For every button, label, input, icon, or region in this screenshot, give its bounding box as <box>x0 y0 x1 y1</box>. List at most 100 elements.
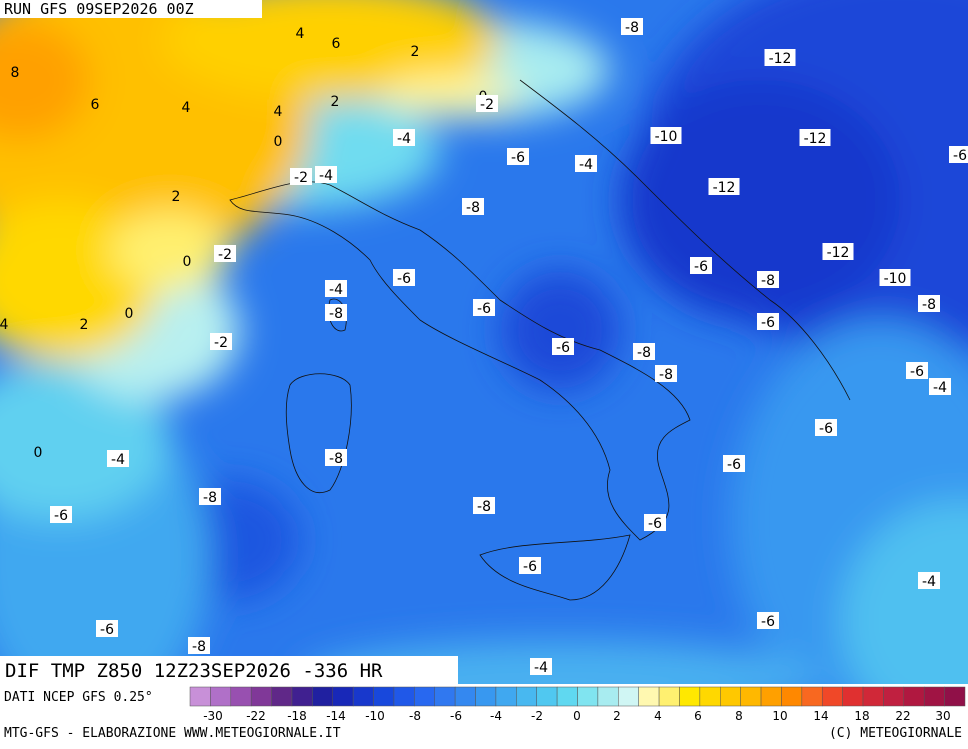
contour-label-box <box>918 572 940 589</box>
colorbar-swatch <box>495 686 517 707</box>
colorbar-swatch <box>332 686 354 707</box>
contour-label-box <box>815 419 837 436</box>
contour-label-box <box>822 243 854 260</box>
credit-label: MTG-GFS - ELABORAZIONE WWW.METEOGIORNALE… <box>4 726 341 741</box>
contour-label-box <box>949 146 968 163</box>
colorbar: -30 -22 -18 -14 -10 -8 -6 -4 -2 0 2 4 6 8 10 14 18 22 30 <box>189 686 966 723</box>
contour-label: -6 <box>761 315 775 331</box>
contour-label-box <box>918 295 940 312</box>
contour-label-box <box>473 299 495 316</box>
colorbar-swatch <box>189 686 211 707</box>
contour-label-box <box>799 129 831 146</box>
contour-label: -2 <box>218 247 232 263</box>
contour-label: -8 <box>625 20 639 36</box>
contour-label: -8 <box>637 345 651 361</box>
contour-label-box <box>473 497 495 514</box>
contour-label: 2 <box>172 189 181 205</box>
contour-label-box <box>290 168 312 185</box>
colorbar-tick-label: 0 <box>573 709 581 723</box>
colorbar-swatch <box>312 686 334 707</box>
colorbar-swatch <box>352 686 374 707</box>
contour-label-box <box>507 148 529 165</box>
colorbar-tick-label: 30 <box>935 709 950 723</box>
contour-label-box <box>757 271 779 288</box>
colorbar-swatch <box>577 686 599 707</box>
contour-label-box <box>764 49 796 66</box>
contour-label: -4 <box>111 452 125 468</box>
colorbar-tick-label: -30 <box>203 709 223 723</box>
contour-label-box <box>199 488 221 505</box>
colorbar-tick-label: -6 <box>450 709 462 723</box>
colorbar-swatch <box>821 686 843 707</box>
contour-label-box <box>906 362 928 379</box>
contour-label: -8 <box>466 200 480 216</box>
contour-label-box <box>621 18 643 35</box>
colorbar-swatch <box>475 686 497 707</box>
contour-label-box <box>519 557 541 574</box>
contour-label: -6 <box>694 259 708 275</box>
contour-label-box <box>552 338 574 355</box>
contour-label: 4 <box>274 104 283 120</box>
contour-label-box <box>655 365 677 382</box>
contour-label-box <box>393 269 415 286</box>
colorbar-swatch <box>760 686 782 707</box>
colorbar-tick-label: 18 <box>854 709 869 723</box>
contour-label: -6 <box>761 614 775 630</box>
colorbar-tick-label: -14 <box>326 709 346 723</box>
colorbar-swatch <box>516 686 537 707</box>
colorbar-tick-label: 8 <box>735 709 743 723</box>
colorbar-swatch <box>291 686 313 707</box>
colorbar-swatch <box>842 686 864 707</box>
contour-label: -4 <box>397 131 411 147</box>
contour-label: -8 <box>329 306 343 322</box>
contour-label: -6 <box>100 622 114 638</box>
contour-label: -6 <box>556 340 570 356</box>
contour-label: -6 <box>523 559 537 575</box>
contour-label-box <box>50 506 72 523</box>
contour-label-box <box>757 612 779 629</box>
colorbar-swatch <box>699 686 721 707</box>
colorbar-tick-label: 10 <box>772 709 787 723</box>
contour-label-box <box>690 257 712 274</box>
colorbar-tick-label: 2 <box>613 709 621 723</box>
colorbar-swatch <box>414 686 435 707</box>
contour-label: 0 <box>183 254 192 270</box>
colorbar-swatch <box>923 686 945 707</box>
colorbar-swatch <box>373 686 395 707</box>
copyright-label: (C) METEOGIORNALE <box>829 726 962 741</box>
title-box <box>0 656 458 684</box>
colorbar-swatch <box>230 686 252 707</box>
colorbar-tick-label: -10 <box>365 709 385 723</box>
run-label: RUN GFS 09SEP2026 00Z <box>4 0 194 18</box>
colorbar-swatch <box>434 686 456 707</box>
colorbar-tick-label: -8 <box>409 709 421 723</box>
contour-labels: -8 -12 4 6 2 8 6 4 4 2 0 -2 -10 -12 -4 0 -6 -6 -4 -2 -4 -12 2 -… <box>0 18 968 676</box>
contour-label: -6 <box>397 271 411 287</box>
colorbar-tick-label: 6 <box>694 709 702 723</box>
contour-label: 2 <box>411 44 420 60</box>
contour-label: -8 <box>329 451 343 467</box>
contour-label: -8 <box>761 273 775 289</box>
colorbar-swatch <box>720 686 741 707</box>
source-label: DATI NCEP GFS 0.25° <box>4 690 153 705</box>
contour-label: -6 <box>54 508 68 524</box>
contour-label: 4 <box>296 26 305 42</box>
contour-label-box <box>214 245 236 262</box>
colorbar-tick-label: -4 <box>490 709 502 723</box>
contour-label: -8 <box>477 499 491 515</box>
contour-label-box <box>929 378 951 395</box>
contour-label-box <box>708 178 740 195</box>
contour-label: 2 <box>331 94 340 110</box>
contour-label: -12 <box>804 131 827 147</box>
contour-label: -6 <box>819 421 833 437</box>
contour-label-box <box>188 637 210 654</box>
colorbar-swatch <box>618 686 639 707</box>
contour-label: 6 <box>91 97 100 113</box>
contour-label-box <box>210 333 232 350</box>
colorbar-tick-label: 14 <box>813 709 828 723</box>
colorbar-swatch <box>944 686 966 707</box>
contour-label: -4 <box>329 282 343 298</box>
